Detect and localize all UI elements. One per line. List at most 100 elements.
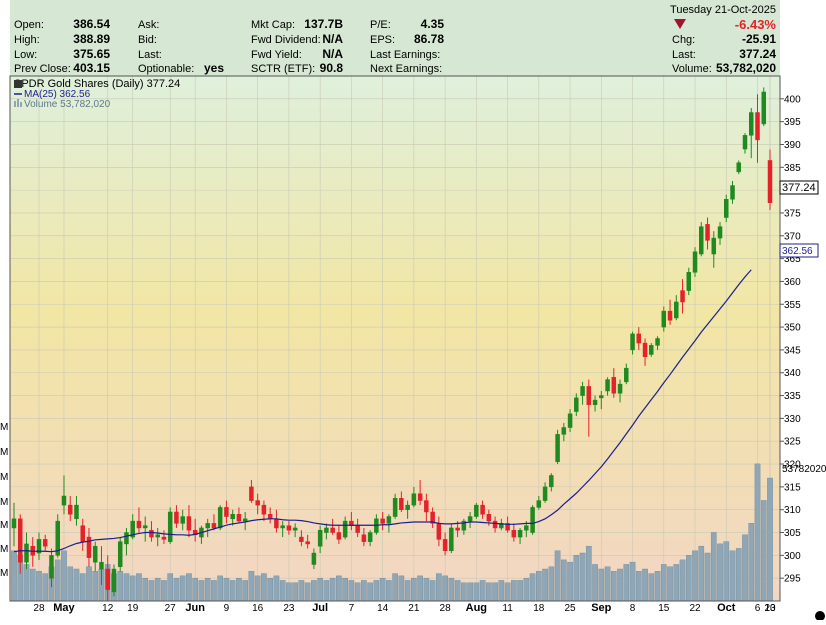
low-label: Low: — [14, 49, 37, 61]
volume-bar — [317, 577, 323, 602]
down-arrow-icon — [674, 19, 686, 29]
candle — [467, 511, 473, 528]
candle — [630, 331, 635, 355]
y-tick-label: 350 — [784, 323, 801, 334]
chg-label: Chg: — [672, 34, 695, 46]
candle-body — [167, 511, 173, 542]
candle-body — [17, 518, 23, 563]
candle-body — [230, 514, 235, 520]
x-tick-label: 21 — [408, 603, 420, 614]
candle — [661, 306, 667, 332]
candle — [236, 507, 242, 524]
x-tick-label: 8 — [630, 603, 636, 614]
candle-body — [549, 475, 554, 488]
ma-price-tag-text: 362.56 — [782, 246, 813, 257]
candle — [592, 395, 598, 412]
candle-body — [105, 568, 110, 590]
candle — [399, 491, 404, 512]
candle-body — [111, 568, 117, 593]
candle-body — [180, 516, 185, 524]
candle — [636, 327, 642, 350]
volume-bar — [448, 577, 455, 602]
candle-body — [211, 523, 217, 529]
legend-ma: MA(25) 362.56 — [24, 89, 91, 100]
candle — [61, 475, 67, 515]
y-tick-label: 340 — [784, 368, 801, 379]
volume-bar — [386, 580, 392, 602]
y-tick-label: 400 — [784, 94, 801, 105]
candle — [317, 525, 323, 554]
volume-tag-text: 53782020 — [782, 464, 826, 475]
candle-body — [561, 427, 567, 435]
candle-body — [736, 162, 742, 173]
candle-body — [274, 518, 279, 529]
candle — [342, 516, 348, 540]
candle — [424, 493, 429, 522]
candle-body — [130, 520, 135, 538]
volume-bar — [217, 575, 224, 602]
candle-body — [761, 91, 767, 125]
volume-bar — [242, 580, 248, 602]
volume-axis-label: M — [0, 520, 8, 531]
candle-body — [492, 520, 498, 529]
volume-bar — [323, 580, 330, 602]
plot-area — [10, 76, 780, 601]
candle — [667, 299, 673, 325]
volume-bar — [467, 582, 473, 602]
candle-body — [461, 520, 467, 531]
y-tick-label: 395 — [784, 117, 801, 128]
candle-body — [424, 500, 429, 513]
candle — [511, 523, 517, 542]
candle-body — [292, 527, 298, 531]
volume-bar — [417, 575, 423, 602]
ma-line — [13, 269, 752, 553]
candle-body — [267, 514, 273, 520]
high-value: 388.89 — [73, 32, 110, 46]
volume-bar — [229, 580, 236, 602]
candle — [117, 537, 123, 572]
candle-body — [611, 377, 617, 394]
candle-body — [636, 333, 642, 344]
optionable-value: yes — [204, 61, 224, 75]
candle-body — [205, 523, 210, 529]
volume-bar — [648, 573, 655, 602]
candle — [186, 505, 192, 538]
candle — [617, 379, 623, 403]
volume-bars — [11, 463, 773, 602]
corner-dot — [815, 611, 825, 621]
fwd-yield-value: N/A — [322, 47, 343, 61]
volume-bar — [404, 580, 411, 602]
candle-body — [742, 135, 748, 150]
volume-bar — [248, 571, 255, 602]
candle-body — [155, 534, 160, 538]
candle-body — [217, 507, 223, 529]
candle-body — [624, 367, 629, 383]
candle — [261, 500, 267, 522]
candle-body — [542, 486, 548, 501]
prev-close-value: 403.15 — [73, 61, 110, 75]
candle-body — [149, 529, 154, 538]
candle — [255, 493, 260, 515]
low-value: 375.65 — [73, 47, 110, 61]
candle — [692, 247, 698, 277]
volume-bar — [610, 571, 617, 602]
candle — [517, 527, 523, 544]
candle-body — [280, 525, 285, 529]
volume-value: 53,782,020 — [716, 61, 776, 75]
last-earnings-label: Last Earnings: — [370, 49, 440, 61]
candle — [736, 160, 742, 175]
candle — [224, 500, 229, 524]
candle-body — [730, 185, 735, 200]
candle-body — [142, 525, 148, 529]
volume-bar — [11, 550, 17, 602]
volume-bar — [454, 580, 461, 602]
candle — [286, 521, 292, 535]
candle-body — [511, 529, 517, 538]
pe-label: P/E: — [370, 19, 391, 31]
candle-body — [49, 555, 54, 579]
candle — [149, 521, 154, 542]
candle-body — [649, 345, 654, 355]
volume-bar — [767, 477, 773, 602]
chart-logo-icon — [14, 80, 22, 88]
candle — [767, 149, 773, 210]
